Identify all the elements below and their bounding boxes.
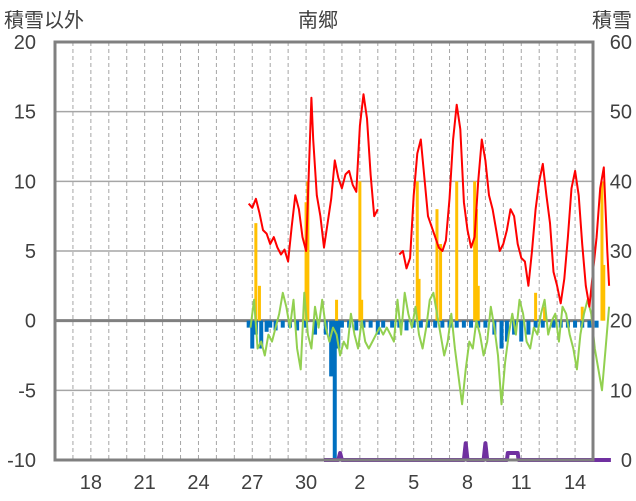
negative_bars-bar bbox=[381, 320, 386, 328]
snow_depth-line bbox=[247, 93, 379, 263]
negative_bars-bar bbox=[390, 320, 395, 328]
right-y-tick-label: 60 bbox=[610, 32, 632, 54]
negative_bars-bar bbox=[259, 320, 264, 349]
precipitation-bar bbox=[360, 299, 364, 321]
precipitation-bar bbox=[417, 278, 421, 321]
x-tick-label: 24 bbox=[187, 472, 209, 494]
negative_bars-bar bbox=[246, 320, 251, 328]
left-y-tick-label: 5 bbox=[25, 241, 36, 263]
purple_line-line bbox=[324, 441, 611, 462]
left-y-tick-label: -10 bbox=[7, 450, 36, 472]
negative_bars-bar bbox=[504, 320, 509, 342]
negative_bars-bar bbox=[411, 320, 416, 328]
precipitation-bar bbox=[439, 244, 443, 321]
x-tick-labels: 18 21 24 27 30 2 5 8 11 14 bbox=[80, 472, 586, 494]
negative_bars-bar bbox=[433, 320, 438, 328]
negative_bars-bar bbox=[533, 320, 538, 328]
precipitation-bar bbox=[304, 202, 308, 321]
x-tick-label: 5 bbox=[408, 472, 419, 494]
negative_bars-bar bbox=[540, 320, 545, 328]
right-y-tick-label: 40 bbox=[610, 171, 632, 193]
left-y-tick-label: 10 bbox=[14, 171, 36, 193]
x-tick-label: 21 bbox=[134, 472, 156, 494]
negative_bars-bar bbox=[336, 320, 341, 349]
negative_bars-bar bbox=[526, 320, 531, 335]
precipitation-bars bbox=[254, 181, 606, 321]
negative_bars-bar bbox=[587, 320, 592, 328]
precipitation-bar bbox=[473, 181, 477, 321]
negative_bars-bar bbox=[594, 320, 599, 328]
chart-title: 南郷 bbox=[298, 9, 338, 32]
negative_bars-bar bbox=[483, 320, 488, 328]
negative_bars-bar bbox=[339, 320, 344, 328]
precipitation-bar bbox=[580, 306, 584, 321]
x-tick-label: 2 bbox=[354, 472, 365, 494]
negative_bars-bar bbox=[499, 320, 504, 349]
right-y-tick-labels: 60 50 40 30 20 10 0 bbox=[610, 32, 632, 472]
x-tick-label: 14 bbox=[564, 472, 586, 494]
left-y-tick-label: 15 bbox=[14, 102, 36, 124]
precipitation-bar bbox=[476, 285, 480, 321]
negative_bars-bar bbox=[250, 320, 255, 349]
plot-frame bbox=[53, 40, 595, 462]
precipitation-bar bbox=[474, 209, 478, 321]
negative_bars-bar bbox=[264, 320, 269, 332]
precipitation-bar bbox=[306, 181, 310, 321]
left-y-tick-label: -5 bbox=[18, 380, 36, 402]
right-y-tick-label: 10 bbox=[610, 380, 632, 402]
left-y-tick-labels: 20 15 10 5 0 -5 -10 bbox=[7, 32, 36, 472]
negative_bars-bar bbox=[404, 320, 409, 331]
x-tick-label: 8 bbox=[462, 472, 473, 494]
precipitation-bar bbox=[415, 181, 419, 321]
negative_bars-bar bbox=[454, 320, 459, 328]
grid-lines bbox=[55, 42, 593, 460]
precipitation-bar bbox=[257, 285, 261, 321]
negative_bars-bar bbox=[375, 320, 380, 335]
negative_bars-bar bbox=[461, 320, 466, 328]
left-axis-label: 積雪以外 bbox=[4, 9, 84, 32]
right-y-tick-label: 20 bbox=[610, 311, 632, 333]
right-y-tick-label: 50 bbox=[610, 102, 632, 124]
precipitation-bar bbox=[435, 209, 439, 321]
right-axis-label: 積雪 bbox=[592, 9, 632, 32]
negative_bars-bar bbox=[573, 320, 578, 328]
negative_bars-bar bbox=[295, 320, 300, 331]
negative_bars-bar bbox=[418, 320, 423, 328]
x-tick-label: 18 bbox=[80, 472, 102, 494]
negative_bars-bar bbox=[313, 320, 318, 335]
negative_bars-bar bbox=[426, 320, 431, 328]
negative_bars-bar bbox=[329, 320, 334, 377]
x-tick-label: 27 bbox=[241, 472, 263, 494]
temperature-line bbox=[249, 291, 611, 406]
negative_bars-bar bbox=[440, 320, 445, 328]
series-lines bbox=[247, 93, 611, 462]
precipitation-bar bbox=[600, 181, 604, 321]
right-y-tick-label: 0 bbox=[621, 450, 632, 472]
x-tick-label: 30 bbox=[295, 472, 317, 494]
x-tick-label: 11 bbox=[511, 472, 532, 494]
negative_bars-bar bbox=[280, 320, 285, 328]
precipitation-bar bbox=[543, 306, 547, 321]
negative_bars-bar bbox=[519, 320, 524, 342]
precipitation-bar bbox=[534, 292, 538, 321]
right-y-tick-label: 30 bbox=[610, 241, 632, 263]
negative_bars-bar bbox=[368, 320, 373, 328]
negative_bars-bar bbox=[354, 320, 359, 331]
negative_bars-bar bbox=[551, 320, 556, 328]
left-y-tick-label: 0 bbox=[25, 311, 36, 333]
precipitation-bar bbox=[335, 299, 339, 321]
precipitation-bar bbox=[602, 264, 606, 321]
precipitation-bar bbox=[455, 181, 459, 321]
left-y-tick-label: 20 bbox=[14, 32, 36, 54]
negative_bars-bar bbox=[469, 320, 474, 328]
snow_depth-line bbox=[398, 103, 611, 308]
negative_bars-bar bbox=[361, 320, 366, 328]
negative_bars-bar bbox=[332, 320, 337, 460]
precipitation-bar bbox=[254, 223, 258, 321]
precipitation-bar bbox=[358, 181, 362, 321]
negative_bars-bar bbox=[268, 320, 273, 328]
